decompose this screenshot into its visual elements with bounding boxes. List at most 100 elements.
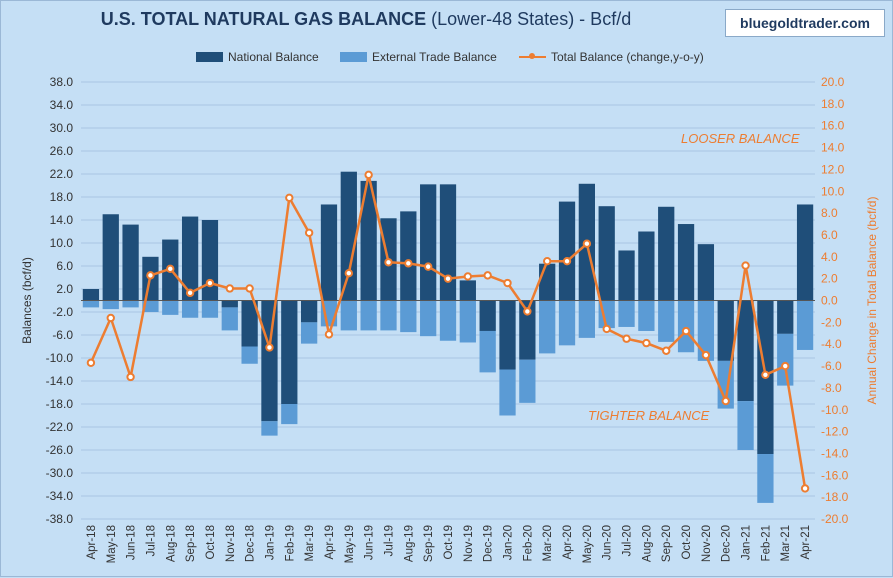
x-tick-label: Sep-20 bbox=[661, 525, 673, 562]
y-left-tick-label: -2.0 bbox=[52, 305, 73, 319]
legend-national-swatch bbox=[196, 52, 223, 62]
y-right-tick-label: -8.0 bbox=[821, 381, 842, 395]
external-trade-bar bbox=[558, 300, 576, 346]
y-left-tick-label: -18.0 bbox=[46, 397, 74, 411]
x-tick-label: Dec-20 bbox=[721, 525, 733, 562]
y-left-tick-label: 2.0 bbox=[56, 282, 73, 296]
national-balance-bar bbox=[717, 300, 734, 361]
x-tick-label: May-19 bbox=[344, 525, 356, 563]
national-balance-bar bbox=[598, 206, 615, 301]
external-trade-bar bbox=[420, 300, 437, 337]
y-left-tick-label: -26.0 bbox=[46, 443, 74, 457]
y-left-tick-label: -6.0 bbox=[52, 328, 73, 342]
legend-national: National Balance bbox=[196, 48, 319, 66]
total-balance-point bbox=[662, 346, 671, 355]
national-balance-bar bbox=[301, 300, 318, 323]
x-tick-label: May-18 bbox=[106, 525, 118, 563]
y-right-tick-label: 16.0 bbox=[821, 119, 845, 133]
y-left-tick-label: -22.0 bbox=[46, 420, 74, 434]
external-trade-bar bbox=[340, 300, 357, 331]
total-balance-point bbox=[483, 271, 492, 280]
x-tick-label: Aug-18 bbox=[165, 525, 177, 562]
total-balance-point bbox=[523, 307, 532, 316]
y-right-tick-label: -2.0 bbox=[821, 315, 842, 329]
y-left-tick-label: -38.0 bbox=[46, 512, 74, 526]
total-balance-point bbox=[285, 193, 294, 203]
x-tick-label: Jul-20 bbox=[622, 525, 634, 556]
external-trade-bar bbox=[82, 300, 100, 308]
y-left-tick-label: -34.0 bbox=[46, 489, 74, 503]
x-tick-label: Apr-21 bbox=[800, 525, 812, 560]
y-right-tick-label: 12.0 bbox=[821, 162, 845, 176]
external-trade-bar bbox=[658, 300, 675, 342]
y-left-tick-label: 14.0 bbox=[50, 213, 74, 227]
x-tick-label: Sep-19 bbox=[423, 525, 435, 562]
external-trade-bar bbox=[499, 369, 516, 416]
total-balance-point bbox=[304, 228, 314, 237]
annotation-tighter: TIGHTER BALANCE bbox=[588, 408, 710, 423]
total-balance-point bbox=[602, 324, 611, 334]
x-tick-label: Jun-19 bbox=[364, 525, 376, 560]
national-balance-bar bbox=[777, 300, 794, 334]
x-tick-label: Apr-20 bbox=[562, 525, 574, 560]
x-tick-label: Jul-19 bbox=[383, 525, 395, 556]
national-balance-bar bbox=[320, 204, 338, 301]
external-trade-bar bbox=[400, 300, 417, 333]
y-left-tick-label: 10.0 bbox=[50, 236, 74, 250]
national-balance-bar bbox=[439, 184, 457, 301]
y-right-axis-title: Annual Change in Total Balance (bcf/d) bbox=[865, 197, 879, 405]
y-right-tick-label: 4.0 bbox=[821, 250, 838, 264]
y-right-tick-label: 0.0 bbox=[821, 294, 838, 308]
total-balance-point bbox=[542, 256, 552, 266]
national-balance-bar bbox=[459, 280, 476, 301]
total-balance-point bbox=[225, 284, 234, 293]
legend-national-label: National Balance bbox=[228, 50, 319, 64]
chart-title-bold: U.S. TOTAL NATURAL GAS BALANCE bbox=[100, 9, 427, 29]
x-tick-label: Nov-20 bbox=[701, 525, 713, 562]
external-trade-bar bbox=[459, 300, 476, 343]
annotation-looser: LOOSER BALANCE bbox=[681, 131, 800, 146]
total-balance-point bbox=[265, 343, 274, 352]
total-balance-point bbox=[443, 274, 453, 283]
total-balance-point bbox=[681, 326, 691, 336]
external-trade-bar bbox=[777, 333, 794, 386]
external-trade-bar bbox=[221, 307, 238, 331]
x-tick-label: Jun-18 bbox=[126, 525, 138, 560]
national-balance-bar bbox=[618, 250, 635, 301]
total-balance-point bbox=[741, 261, 750, 270]
external-trade-bar bbox=[578, 300, 595, 338]
national-balance-bar bbox=[658, 206, 675, 301]
total-balance-point bbox=[622, 334, 631, 343]
legend-external-swatch bbox=[340, 52, 367, 62]
external-trade-bar bbox=[261, 421, 278, 436]
external-trade-bar bbox=[122, 300, 139, 308]
y-right-tick-label: -12.0 bbox=[821, 425, 849, 439]
x-tick-label: Jun-20 bbox=[602, 525, 614, 560]
total-balance-point bbox=[721, 396, 730, 406]
y-left-axis-title: Balances (bcf/d) bbox=[20, 257, 34, 344]
total-balance-point bbox=[126, 372, 135, 382]
y-right-tick-label: -6.0 bbox=[821, 359, 842, 373]
y-left-tick-label: 30.0 bbox=[50, 121, 74, 135]
total-balance-point bbox=[423, 262, 433, 271]
x-tick-label: Jan-21 bbox=[741, 525, 753, 560]
external-trade-bar bbox=[757, 454, 774, 503]
external-trade-bar bbox=[102, 300, 119, 310]
legend-total-label: Total Balance (change,y-o-y) bbox=[551, 50, 704, 64]
national-balance-bar bbox=[360, 180, 377, 301]
x-tick-label: Nov-18 bbox=[225, 525, 237, 562]
y-left-tick-label: -10.0 bbox=[46, 351, 74, 365]
national-balance-bar bbox=[201, 220, 219, 301]
x-tick-label: May-20 bbox=[582, 525, 594, 563]
total-balance-point bbox=[781, 361, 790, 371]
total-balance-point bbox=[384, 258, 393, 267]
y-right-tick-label: -18.0 bbox=[821, 490, 849, 504]
legend-total: Total Balance (change,y-o-y) bbox=[519, 48, 704, 66]
x-tick-label: Jul-18 bbox=[145, 525, 157, 556]
external-trade-bar bbox=[201, 300, 219, 318]
y-left-tick-label: 22.0 bbox=[50, 167, 74, 181]
x-tick-label: Feb-20 bbox=[522, 525, 534, 561]
y-right-tick-label: -14.0 bbox=[821, 446, 849, 460]
